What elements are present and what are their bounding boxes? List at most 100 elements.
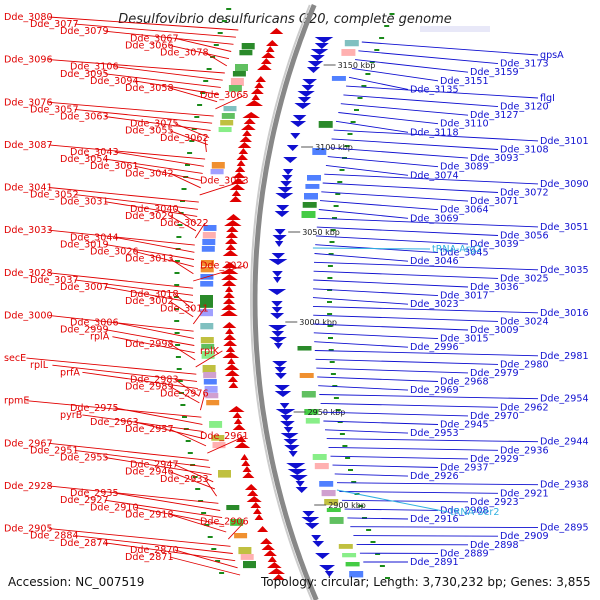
reverse-gene-arrow (295, 487, 308, 493)
outer-tick-dot (200, 92, 206, 94)
forward-gene-arrow (221, 274, 238, 280)
gene-leader-line-forward (48, 101, 214, 117)
gene-label-forward: rpmE (4, 396, 29, 407)
forward-gene-arrow (243, 118, 256, 124)
reverse-gene-arrow (292, 115, 307, 121)
gene-leader-line-reverse (324, 429, 409, 434)
forward-gene-arrow (266, 40, 279, 46)
gene-label-reverse: Dde_3072 (500, 188, 549, 199)
inner-tick-dot (344, 145, 350, 147)
forward-gene-arrow (225, 370, 240, 376)
outer-tick-dot (180, 404, 186, 406)
reverse-gene-arrow (276, 205, 290, 211)
gene-leader-line-forward (134, 80, 219, 95)
gene-label-reverse: Dde_2908 (440, 505, 489, 516)
inner-tick-dot (332, 385, 338, 387)
gene-leader-line-forward (104, 542, 236, 562)
gene-label-forward: Dde_3077 (30, 19, 79, 30)
gene-label-forward: Dde_3007 (60, 282, 109, 293)
trna-label: tRNA-Arg2 (432, 244, 482, 255)
gene-leader-line-forward (104, 329, 195, 346)
cog-category-block (210, 169, 224, 175)
reverse-gene-arrow (268, 325, 287, 331)
outer-tick-dot (215, 560, 221, 562)
gene-label-forward: Dde_3078 (160, 48, 209, 59)
gene-leader-line-forward (74, 279, 194, 296)
forward-gene-arrow (254, 82, 264, 88)
cog-category-block (202, 232, 216, 239)
gene-label-forward: Dde_3040 (130, 204, 179, 215)
inner-tick-dot (329, 241, 335, 243)
forward-gene-arrow (257, 526, 269, 532)
cog-category-block (307, 175, 321, 181)
gene-leader-line-reverse (327, 156, 439, 168)
gene-leader-line-forward (104, 30, 234, 45)
reverse-gene-arrow (274, 385, 290, 391)
gene-label-reverse: Dde_2938 (540, 480, 589, 491)
forward-gene-arrow (222, 280, 237, 286)
gene-leader-line-forward (174, 37, 232, 52)
inner-tick-dot (354, 109, 359, 111)
outer-tick-dot (174, 320, 180, 322)
gene-label-reverse: Dde_2979 (470, 368, 519, 379)
kbp-tick-label: 2900 kbp (328, 501, 366, 510)
forward-gene-arrow (222, 352, 240, 358)
gene-leader-line-reverse (341, 499, 469, 503)
gene-label-forward: Dde_2933 (160, 474, 209, 485)
backbone-ring (252, 4, 319, 600)
reverse-gene-arrow (280, 181, 292, 187)
gene-leader-line-reverse (350, 526, 539, 529)
gene-leader-line-forward (199, 179, 245, 196)
topology-summary-text: Topology: circular; Length: 3,730,232 bp… (260, 575, 591, 589)
gene-label-forward: Dde_3055 (125, 126, 174, 137)
gene-leader-line-reverse (313, 279, 469, 288)
gene-leader-line-reverse (330, 455, 469, 460)
cog-category-block (235, 64, 248, 72)
gene-label-reverse: Dde_2891 (410, 557, 459, 568)
gene-label-forward: Dde_2910 (90, 502, 139, 513)
outer-tick-dot (203, 80, 209, 82)
inner-tick-dot (330, 229, 336, 231)
reverse-gene-arrow (275, 373, 287, 379)
gene-leader-line-reverse (324, 173, 539, 185)
forward-gene-arrow (227, 358, 236, 364)
inner-tick-dot (335, 193, 341, 195)
reverse-gene-arrow (286, 145, 299, 151)
gene-label-forward: Dde_3063 (60, 112, 109, 123)
gene-leader-line-forward (114, 492, 221, 511)
gene-label-forward: prfA (60, 367, 80, 378)
outer-tick-dot (226, 8, 232, 10)
reverse-gene-arrow (294, 103, 312, 109)
forward-gene-arrow (261, 544, 275, 550)
gene-label-forward: Dde_2999 (60, 325, 109, 336)
cog-category-block (345, 562, 360, 567)
gene-leader-line-forward (104, 158, 203, 174)
gene-label-reverse: Dde_2923 (470, 497, 519, 508)
gene-leader-line-forward (114, 66, 223, 81)
gene-leader-line-forward (204, 137, 207, 152)
outer-tick-dot (185, 164, 190, 166)
gene-leader-line-reverse (339, 491, 499, 494)
outer-tick-dot (217, 32, 223, 34)
outer-tick-dot (192, 476, 198, 478)
cog-category-block (342, 553, 357, 558)
gene-leader-line-reverse (314, 341, 409, 348)
gene-leader-line-reverse (317, 217, 539, 228)
cog-category-block (205, 393, 219, 399)
outer-tick-dot (213, 44, 219, 46)
cog-category-block (240, 554, 254, 560)
inner-tick-dot (337, 421, 343, 423)
gene-leader-line-reverse (331, 138, 499, 150)
gene-label-forward: Dde_2963 (90, 417, 139, 428)
gene-leader-line-forward (193, 265, 245, 282)
cog-category-block (241, 43, 255, 50)
gene-label-reverse: Dde_2898 (470, 540, 519, 551)
gene-leader-line-reverse (348, 76, 409, 90)
gene-leader-line-forward (192, 308, 206, 325)
gene-leader-line-forward (48, 442, 209, 461)
cog-category-block (305, 184, 320, 189)
gene-label-forward: Dde_3080 (4, 12, 53, 23)
gene-label-forward: Dde_3002 (125, 296, 174, 307)
outer-tick-dot (189, 140, 195, 142)
